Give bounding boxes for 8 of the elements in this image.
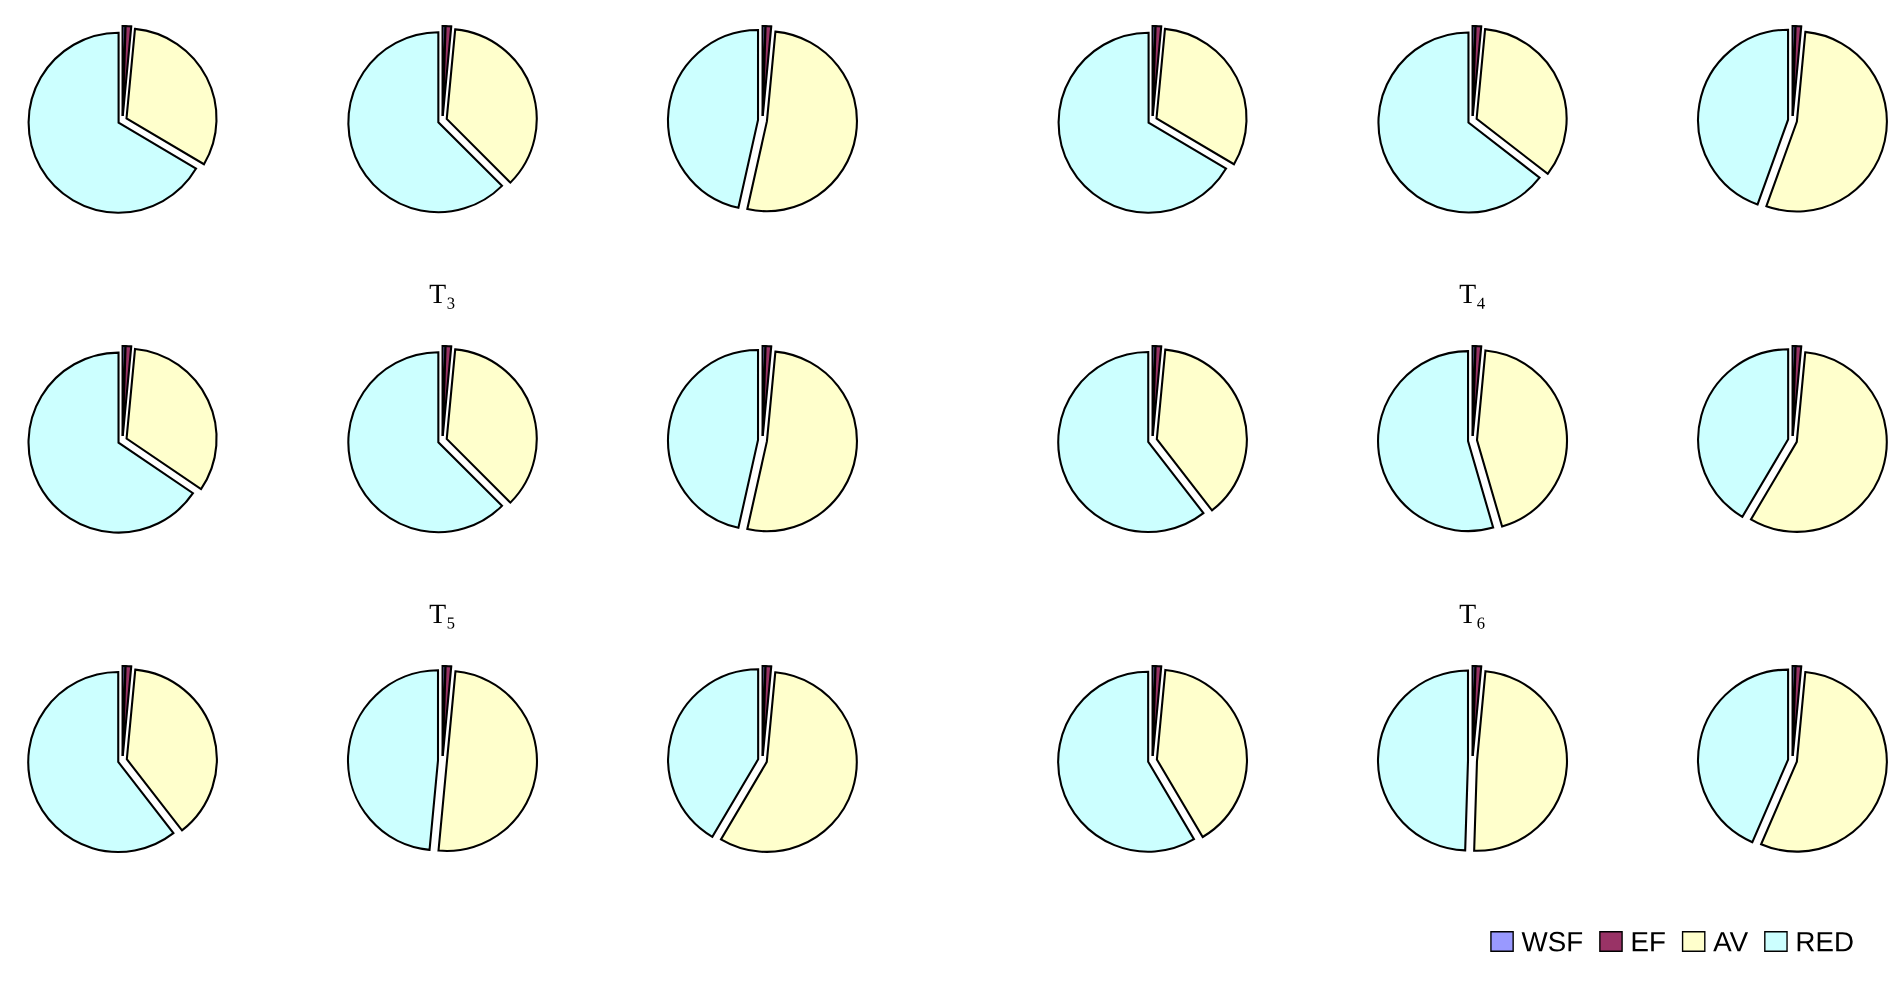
chart-title: T₅ <box>429 604 455 629</box>
legend-label: EF <box>1632 932 1665 952</box>
chart-title: T₆ <box>1459 604 1485 629</box>
chart-title: T₃ <box>429 284 455 309</box>
legend-label: RED <box>1797 932 1853 952</box>
chart-title: T₄ <box>1459 284 1485 309</box>
legend-label: WSF <box>1521 931 1583 952</box>
legend-label: AV <box>1713 932 1749 952</box>
